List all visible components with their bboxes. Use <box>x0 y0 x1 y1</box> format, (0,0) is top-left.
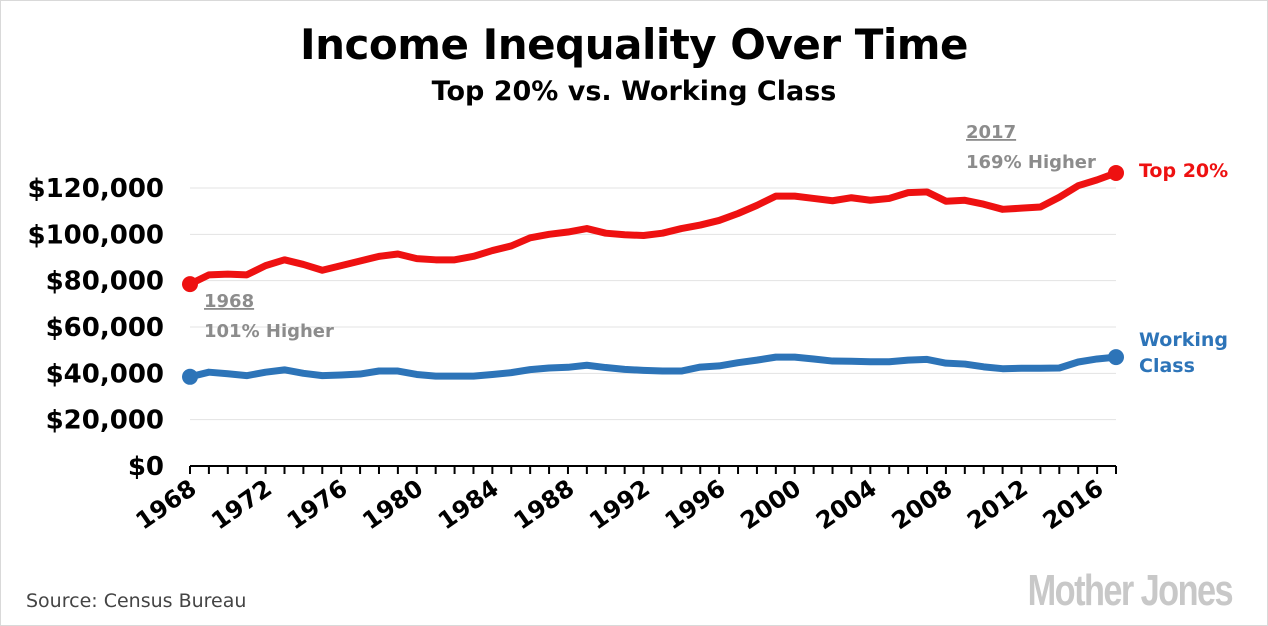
x-tick-label: 2000 <box>735 474 806 535</box>
y-tick-label: $100,000 <box>27 220 164 250</box>
x-axis: 1968 1972 1976 1980 1984 1988 1992 1996 2000 2004… <box>131 465 1117 535</box>
series-end-marker-0 <box>1108 164 1124 181</box>
annotation-2017-text: 169% Higher <box>966 152 1096 173</box>
y-tick-label: $20,000 <box>46 406 164 436</box>
annotation-1968-year: 1968 <box>204 291 254 312</box>
x-tick-label: 1988 <box>509 474 580 535</box>
page-title: Income Inequality Over Time <box>299 20 969 69</box>
x-tick-label: 1972 <box>206 474 277 535</box>
series-label-top20: Top 20% <box>1139 160 1228 182</box>
page-subtitle: Top 20% vs. Working Class <box>431 76 837 107</box>
x-tick-label: 1968 <box>131 474 202 535</box>
mother-jones-logo: Mother Jones <box>1027 566 1234 615</box>
x-tick-label: 2004 <box>811 474 882 535</box>
source-note: Source: Census Bureau <box>26 590 247 612</box>
x-tick-label: 1984 <box>433 474 504 535</box>
x-tick-label: 2016 <box>1038 474 1109 535</box>
series-label-working-class-line: Working <box>1139 329 1228 351</box>
annotation-2017-year: 2017 <box>966 122 1016 143</box>
series-label-working-class: Working Class <box>1139 329 1228 377</box>
series-line-1 <box>186 353 1120 381</box>
x-tick-label: 2012 <box>962 474 1033 535</box>
x-tick-label: 2008 <box>887 474 958 535</box>
series-start-marker-1 <box>182 368 198 385</box>
series-labels: Top 20% Working Class <box>1139 160 1228 377</box>
y-tick-label: $120,000 <box>27 174 164 204</box>
x-tick-label: 1980 <box>357 474 428 535</box>
y-tick-label: $80,000 <box>46 267 164 297</box>
annotations: 1968 101% Higher 2017 169% Higher <box>204 122 1096 342</box>
y-tick-label: $40,000 <box>46 359 164 389</box>
series-label-working-class-line: Class <box>1139 355 1195 377</box>
annotation-1968-text: 101% Higher <box>204 321 334 342</box>
y-tick-label: $60,000 <box>46 313 164 343</box>
y-tick-label: $0 <box>128 452 164 482</box>
grid-lines <box>190 187 1116 421</box>
y-axis: $0 $20,000 $40,000 $60,000 $80,000 $100,000 $1… <box>27 174 164 482</box>
x-tick-label: 1996 <box>660 474 731 535</box>
x-tick-label: 1976 <box>282 474 353 535</box>
series-line-0 <box>186 169 1120 288</box>
series-start-marker-0 <box>182 276 198 293</box>
series-lines <box>182 164 1124 385</box>
x-tick-label: 1992 <box>584 474 655 535</box>
series-end-marker-1 <box>1108 349 1124 366</box>
